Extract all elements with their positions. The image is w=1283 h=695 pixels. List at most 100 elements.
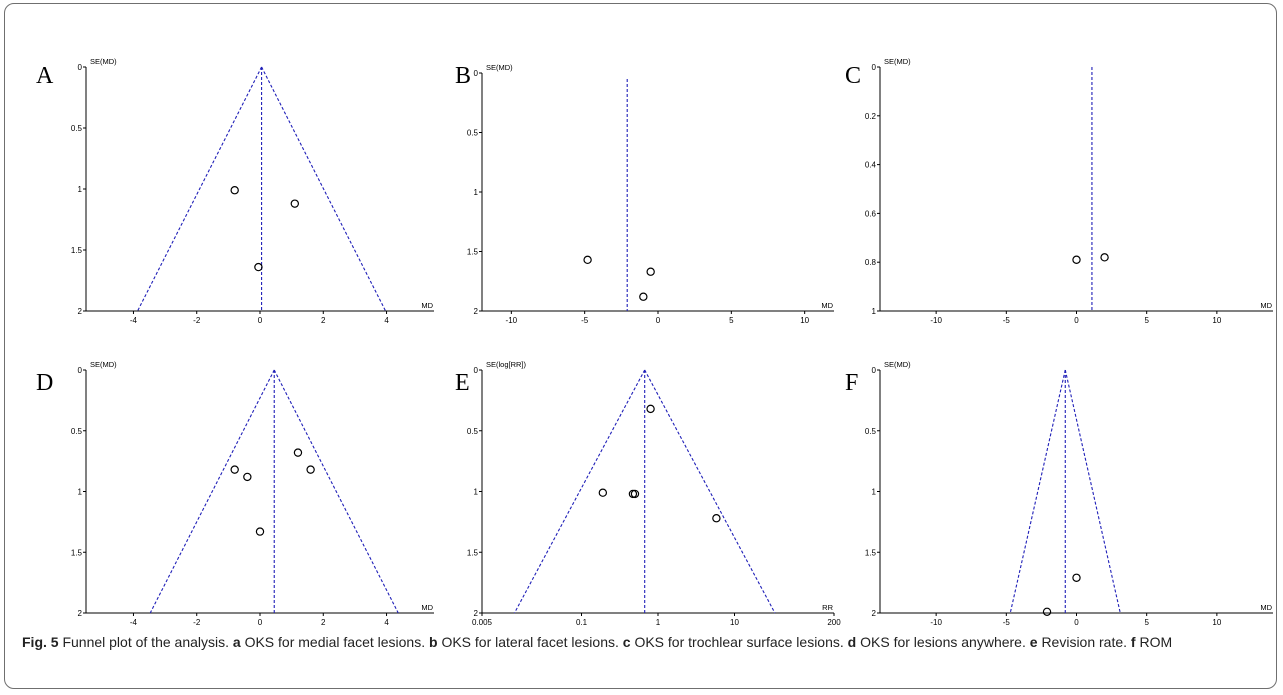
study-point-a [230, 186, 239, 195]
panel-letter-c: C [845, 63, 861, 89]
y-tick-label-d: 1.5 [71, 548, 83, 557]
y-tick-label-f: 0.5 [865, 427, 877, 436]
y-tick-label-f: 1.5 [865, 548, 877, 557]
y-tick-label-b: 1 [474, 188, 479, 197]
caption-part-b: OKS for lateral facet lesions. [441, 634, 619, 650]
funnel-right-line-f [1064, 369, 1121, 614]
x-tick-label-d: 0 [258, 618, 263, 627]
x-tick-label-b: -10 [506, 316, 518, 325]
study-point-a [290, 199, 299, 208]
funnel-right-line-d [273, 369, 399, 614]
x-tick-label-f: -10 [930, 618, 942, 627]
panel-letter-f: F [845, 370, 858, 396]
y-tick-label-c: 0.8 [865, 258, 877, 267]
caption-text: Funnel plot of the analysis. [62, 634, 229, 650]
funnel-left-line-e [513, 369, 646, 614]
x-tick-label-d: -4 [130, 618, 138, 627]
funnel-left-line-f [1009, 369, 1066, 614]
y-tick-label-c: 1 [872, 307, 877, 316]
funnel-right-line-a [261, 66, 387, 312]
funnel-plots: A SE(MD) MD 0 0.5 1 1.5 2 -4 -2 0 2 4 B SE(MD) MD 0 0.5 1 1… [36, 57, 1273, 627]
x-tick-label-e: 0.1 [576, 618, 588, 627]
caption-part-a: OKS for medial facet lesions. [244, 634, 426, 650]
y-axis-label-f: SE(MD) [884, 360, 911, 369]
y-tick-label-f: 2 [872, 609, 877, 618]
x-tick-label-e: 1 [656, 618, 661, 627]
y-tick-label-a: 0.5 [71, 124, 83, 133]
caption-key-a: a [232, 634, 241, 650]
x-tick-label-d: 2 [321, 618, 326, 627]
figure-frame [4, 3, 1277, 689]
panel-letter-e: E [455, 370, 470, 396]
x-tick-label-c: -10 [930, 316, 942, 325]
caption-key-d: d [847, 634, 857, 650]
x-axis-label-a: MD [421, 301, 433, 310]
study-point-e [630, 489, 640, 499]
caption-key-c: c [622, 634, 631, 650]
x-tick-label-b: 5 [729, 316, 734, 325]
x-tick-label-b: 10 [800, 316, 809, 325]
y-axis-label-c: SE(MD) [884, 57, 911, 66]
study-point-a [254, 262, 263, 272]
study-point-b [583, 255, 592, 265]
study-point-d [230, 465, 239, 474]
funnel-right-line-e [644, 369, 776, 614]
x-tick-label-c: 10 [1212, 316, 1221, 325]
x-axis-label-e: RR [822, 603, 833, 612]
figure-caption: Fig. 5 Funnel plot of the analysis. a OK… [22, 632, 1252, 653]
x-tick-label-d: -2 [193, 618, 201, 627]
y-tick-label-e: 2 [474, 609, 479, 618]
y-axis-label-e: SE(log[RR]) [486, 360, 527, 369]
funnel-left-line-a [137, 66, 263, 312]
x-axis-label-b: MD [821, 301, 833, 310]
study-point-b [646, 267, 655, 276]
y-tick-label-d: 2 [78, 609, 83, 618]
x-tick-label-a: -2 [193, 316, 201, 325]
y-tick-label-a: 1 [78, 185, 83, 194]
y-tick-label-c: 0.4 [865, 161, 877, 170]
study-point-c [1100, 253, 1109, 262]
caption-label: Fig. 5 [22, 634, 59, 650]
study-point-d [255, 527, 265, 536]
x-tick-label-e: 10 [730, 618, 739, 627]
x-tick-label-f: 5 [1144, 618, 1149, 627]
x-tick-label-a: 0 [258, 316, 263, 325]
x-tick-label-b: 0 [656, 316, 661, 325]
study-point-e [646, 404, 655, 414]
x-tick-label-f: 0 [1074, 618, 1079, 627]
caption-key-e: e [1029, 634, 1038, 650]
panel-letter-b: B [455, 63, 471, 89]
x-tick-label-b: -5 [581, 316, 589, 325]
x-axis-label-c: MD [1260, 301, 1272, 310]
y-axis-label-b: SE(MD) [486, 63, 513, 72]
x-tick-label-e: 200 [827, 618, 841, 627]
study-point-c [1072, 255, 1081, 264]
caption-part-f: ROM [1139, 634, 1173, 650]
x-axis-label-d: MD [421, 603, 433, 612]
x-tick-label-e: 0.005 [472, 618, 493, 627]
y-tick-label-b: 1.5 [467, 248, 479, 257]
y-tick-label-d: 0.5 [71, 427, 83, 436]
x-tick-label-a: 2 [321, 316, 326, 325]
x-tick-label-c: 5 [1144, 316, 1149, 325]
study-point-d [293, 448, 303, 457]
study-point-d [306, 465, 315, 474]
x-tick-label-a: 4 [384, 316, 389, 325]
y-axis-label-d: SE(MD) [90, 360, 117, 369]
caption-part-d: OKS for lesions anywhere. [860, 634, 1026, 650]
study-point-f [1072, 573, 1081, 582]
study-point-e [712, 514, 721, 523]
y-tick-label-f: 1 [872, 488, 877, 497]
x-tick-label-c: -5 [1003, 316, 1011, 325]
caption-part-c: OKS for trochlear surface lesions. [634, 634, 844, 650]
panel-letter-a: A [36, 63, 54, 89]
y-tick-label-b: 0 [474, 69, 479, 78]
study-point-b [639, 292, 648, 301]
x-tick-label-c: 0 [1074, 316, 1079, 325]
x-tick-label-d: 4 [384, 618, 389, 627]
y-tick-label-b: 0.5 [467, 129, 479, 138]
panel-letter-d: D [36, 370, 53, 396]
funnel-left-line-d [149, 369, 275, 614]
y-tick-label-e: 1 [474, 488, 479, 497]
x-tick-label-f: 10 [1212, 618, 1221, 627]
